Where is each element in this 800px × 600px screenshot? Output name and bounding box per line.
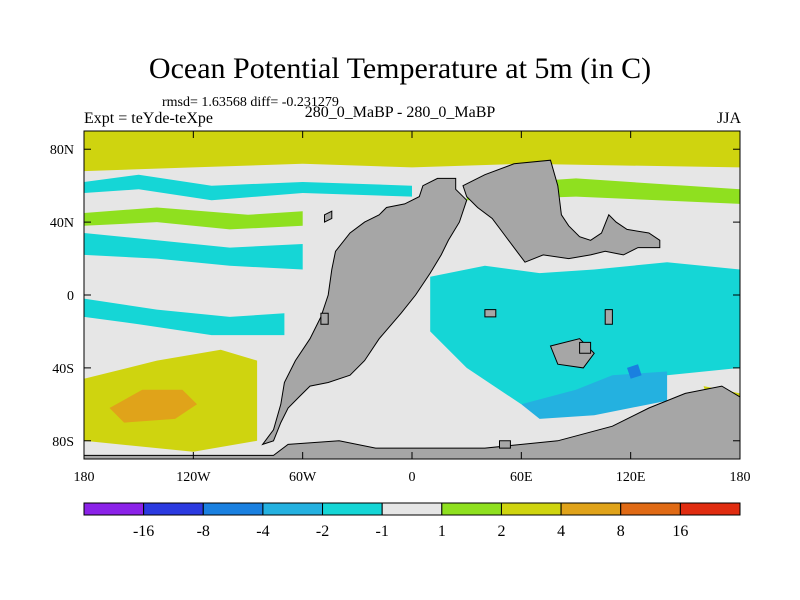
colorbar-label: -2 [316,523,329,540]
south-orange-blob [109,389,197,423]
y-tick-label: 40S [52,362,74,377]
x-tick-label: 120E [616,470,646,485]
y-tick-label: 80N [50,143,74,158]
colorbar-swatch [441,502,502,516]
experiment-label: Expt = teYde-teXpe [84,110,213,127]
colorbar-label: 1 [438,523,446,540]
indian-cyan-basin [430,262,740,405]
colorbar-swatch [202,502,264,516]
indian-blue-patch [521,371,668,419]
colorbar-swatch [143,502,204,516]
x-tick-label: 60E [510,470,533,485]
colorbar-swatch [322,502,383,516]
equator-cyan-band [84,298,285,336]
y-tick-label: 40N [50,216,74,231]
y-tick-label: 80S [52,435,74,450]
deep-blue-spot [627,364,642,379]
colorbar-label: 2 [497,523,505,540]
colorbar-label: -4 [256,523,269,540]
small-island-d [604,309,613,325]
x-tick-label: 180 [74,470,95,485]
y-tick-label: 0 [67,289,74,304]
x-tick-label: 60W [289,470,317,485]
small-island-e [579,341,592,354]
north-pole-band [84,131,740,172]
colorbar-swatch [620,502,681,516]
colorbar-label: -16 [133,523,154,540]
north-green-band [84,207,303,230]
stats-label: rmsd= 1.63568 diff= -0.231279 [162,95,339,110]
colorbar-swatch [679,502,741,516]
x-tick-label: 180 [730,470,751,485]
colorbar-label: 16 [672,523,688,540]
colorbar-label: 8 [617,523,625,540]
colorbar-swatch [83,502,145,516]
colorbar-swatch [500,502,562,516]
north-cyan-band [84,174,412,201]
x-tick-label: 0 [409,470,416,485]
small-island-c [484,309,497,318]
northeast-continent [462,159,661,263]
colorbar-swatch [262,502,324,516]
subtropic-cyan-band [84,233,303,270]
x-tick-label: 120W [176,470,211,485]
comparison-label: 280_0_MaBP - 280_0_MaBP [304,104,496,121]
season-label: JJA [716,110,741,127]
colorbar-label: 4 [557,523,565,540]
south-polar-land [84,385,740,459]
chart-title: Ocean Potential Temperature at 5m (in C) [148,52,652,85]
colorbar-label: -1 [376,523,389,540]
colorbar-label: -8 [197,523,210,540]
colorbar-swatch [381,502,443,516]
colorbar-swatch [560,502,622,516]
small-island-a [324,210,333,223]
small-island-f [499,440,511,449]
small-island-b [320,312,329,325]
